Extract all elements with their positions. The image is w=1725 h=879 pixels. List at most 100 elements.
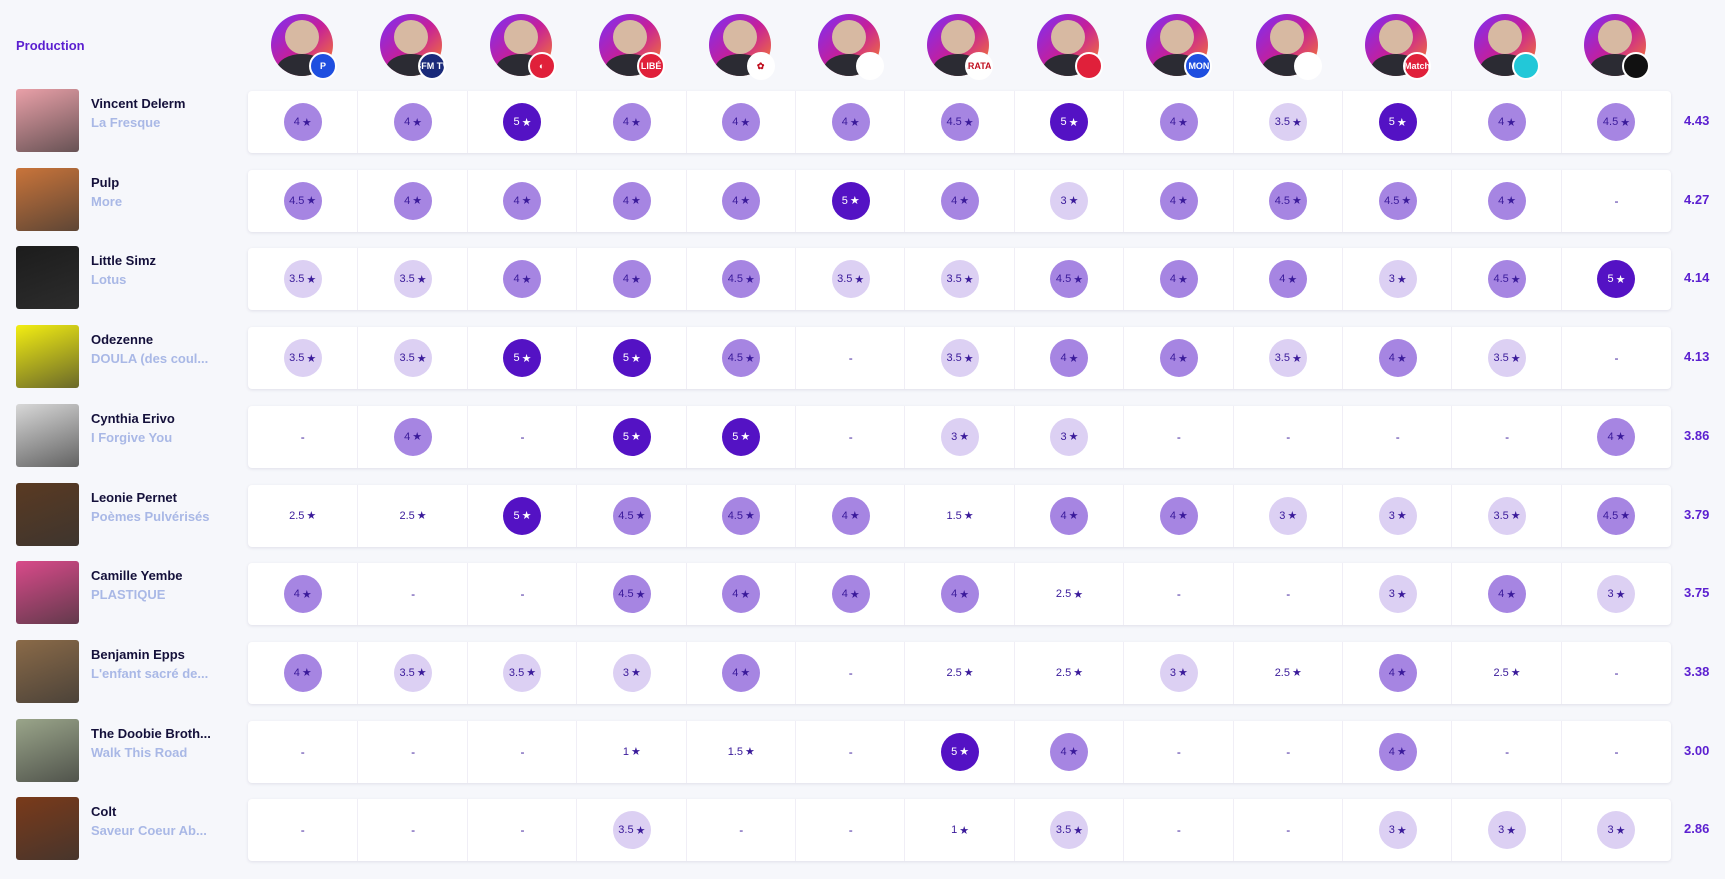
rating-badge[interactable]: 5 ★ [612,417,651,456]
rating-badge[interactable]: 3 ★ [1050,417,1089,456]
rating-badge[interactable]: 4 ★ [612,181,651,220]
rating-badge[interactable]: 4 ★ [722,653,761,692]
rating-badge[interactable]: 3.5 ★ [394,260,433,299]
rating-badge[interactable]: 3 ★ [1378,496,1417,535]
rating-badge[interactable]: 4 ★ [1597,417,1636,456]
artist-name[interactable]: Vincent Delerm [91,96,186,111]
rating-badge[interactable]: 4 ★ [394,181,433,220]
rating-badge[interactable]: 4 ★ [1050,732,1089,771]
rating-badge[interactable]: 5 ★ [1050,103,1089,141]
rating-badge[interactable]: 4.5 ★ [283,181,322,220]
rating-badge[interactable]: 5 ★ [503,496,542,535]
rating-badge[interactable]: 4 ★ [394,417,433,456]
rating-badge[interactable]: 3.5 ★ [394,339,433,378]
album-title[interactable]: Poèmes Pulvérisés [91,508,210,524]
rating-badge[interactable]: 3.5 ★ [831,260,870,299]
rating-badge[interactable]: 4.5 ★ [1488,260,1527,299]
album-title[interactable]: L'enfant sacré de... [91,665,209,681]
album-title[interactable]: DOULA (des coul... [91,351,209,367]
artist-name[interactable]: Camille Yembe [91,568,183,584]
rating-badge[interactable]: 4 ★ [1159,181,1198,220]
rating-badge[interactable]: 4 ★ [722,103,761,141]
album-title[interactable]: PLASTIQUE [91,587,166,603]
rating-badge[interactable]: 3 ★ [1378,260,1417,299]
reviewer-avatar[interactable]: ✿ [708,14,775,80]
rating-badge[interactable]: 2.5 ★ [1269,654,1307,692]
rating-badge[interactable]: 3.5 ★ [1488,496,1527,535]
rating-badge[interactable]: 4 ★ [1159,496,1198,535]
rating-badge[interactable]: 1 ★ [613,733,651,771]
rating-badge[interactable]: 3.5 ★ [612,811,651,850]
rating-badge[interactable]: 4 ★ [831,103,870,141]
rating-badge[interactable]: 4.5 ★ [1269,181,1308,220]
rating-badge[interactable]: 3.5 ★ [1050,811,1089,850]
rating-badge[interactable]: 5 ★ [1378,103,1417,141]
rating-badge[interactable]: 4.5 ★ [941,103,980,141]
rating-badge[interactable]: 4 ★ [283,653,322,692]
rating-badge[interactable]: 2.5 ★ [1050,654,1088,692]
rating-badge[interactable]: 3 ★ [1597,575,1636,614]
rating-badge[interactable]: 3 ★ [1488,811,1527,850]
rating-badge[interactable]: 3 ★ [1597,811,1636,850]
album-cover[interactable] [16,167,79,231]
rating-badge[interactable]: 1.5 ★ [722,733,760,771]
rating-badge[interactable]: 4.5 ★ [722,260,761,299]
album-cover[interactable] [16,797,79,861]
rating-badge[interactable]: 5 ★ [1597,260,1636,299]
rating-badge[interactable]: 5 ★ [722,417,761,456]
rating-badge[interactable]: 4 ★ [503,181,542,220]
rating-badge[interactable]: 5 ★ [941,732,980,771]
rating-badge[interactable]: 4.5 ★ [612,575,651,614]
rating-badge[interactable]: 4 ★ [941,181,980,220]
rating-badge[interactable]: 4.5 ★ [722,496,761,535]
rating-badge[interactable]: 4 ★ [831,575,870,614]
rating-badge[interactable]: 4 ★ [1488,181,1527,220]
rating-badge[interactable]: 4 ★ [941,575,980,614]
rating-badge[interactable]: 4 ★ [503,260,542,299]
rating-badge[interactable]: 4 ★ [1488,103,1527,141]
rating-badge[interactable]: 2.5 ★ [284,497,322,535]
rating-badge[interactable]: 4 ★ [1378,732,1417,771]
rating-badge[interactable]: 4 ★ [722,575,761,614]
rating-badge[interactable]: 4 ★ [1159,103,1198,141]
rating-badge[interactable]: 3.5 ★ [503,653,542,692]
rating-badge[interactable]: 4.5 ★ [1597,496,1636,535]
artist-name[interactable]: Odezenne [91,332,154,348]
artist-name[interactable]: Colt [91,804,117,820]
rating-badge[interactable]: 4.5 ★ [612,496,651,535]
rating-badge[interactable]: 3.5 ★ [283,339,322,378]
rating-badge[interactable]: 4 ★ [1378,339,1417,378]
album-title[interactable]: More [91,193,123,209]
rating-badge[interactable]: 5 ★ [503,103,542,141]
rating-badge[interactable]: 4 ★ [1050,496,1089,535]
rating-badge[interactable]: 4 ★ [612,103,651,141]
rating-badge[interactable]: 3.5 ★ [394,653,433,692]
album-title[interactable]: Saveur Coeur Ab... [91,823,207,839]
artist-name[interactable]: The Doobie Broth... [91,725,211,741]
album-title[interactable]: Lotus [91,272,127,288]
reviewer-avatar[interactable]: LIBÉ [599,14,666,80]
rating-badge[interactable]: 1.5 ★ [941,497,979,535]
album-cover[interactable] [16,246,79,310]
album-cover[interactable] [16,639,79,703]
rating-badge[interactable]: 5 ★ [503,339,542,378]
rating-badge[interactable]: 4 ★ [1159,339,1198,378]
rating-badge[interactable]: 4.5 ★ [722,339,761,378]
rating-badge[interactable]: 3 ★ [941,417,980,456]
album-cover[interactable] [16,403,79,467]
reviewer-avatar[interactable] [1583,14,1650,80]
rating-badge[interactable]: 3.5 ★ [1269,103,1308,141]
reviewer-avatar[interactable] [1036,14,1103,80]
album-cover[interactable] [16,718,79,782]
artist-name[interactable]: Pulp [91,174,120,190]
album-title[interactable]: I Forgive You [91,429,173,445]
rating-badge[interactable]: 4.5 ★ [1378,181,1417,220]
reviewer-avatar[interactable] [818,14,884,80]
rating-badge[interactable]: 3.5 ★ [941,260,980,299]
rating-badge[interactable]: 3.5 ★ [1488,339,1527,378]
reviewer-avatar[interactable]: TARATATA [927,14,994,80]
rating-badge[interactable]: 4.5 ★ [1050,260,1089,299]
reviewer-avatar[interactable]: Match [1365,14,1431,80]
reviewer-avatar[interactable] [1255,14,1322,80]
rating-badge[interactable]: 3 ★ [612,653,651,692]
